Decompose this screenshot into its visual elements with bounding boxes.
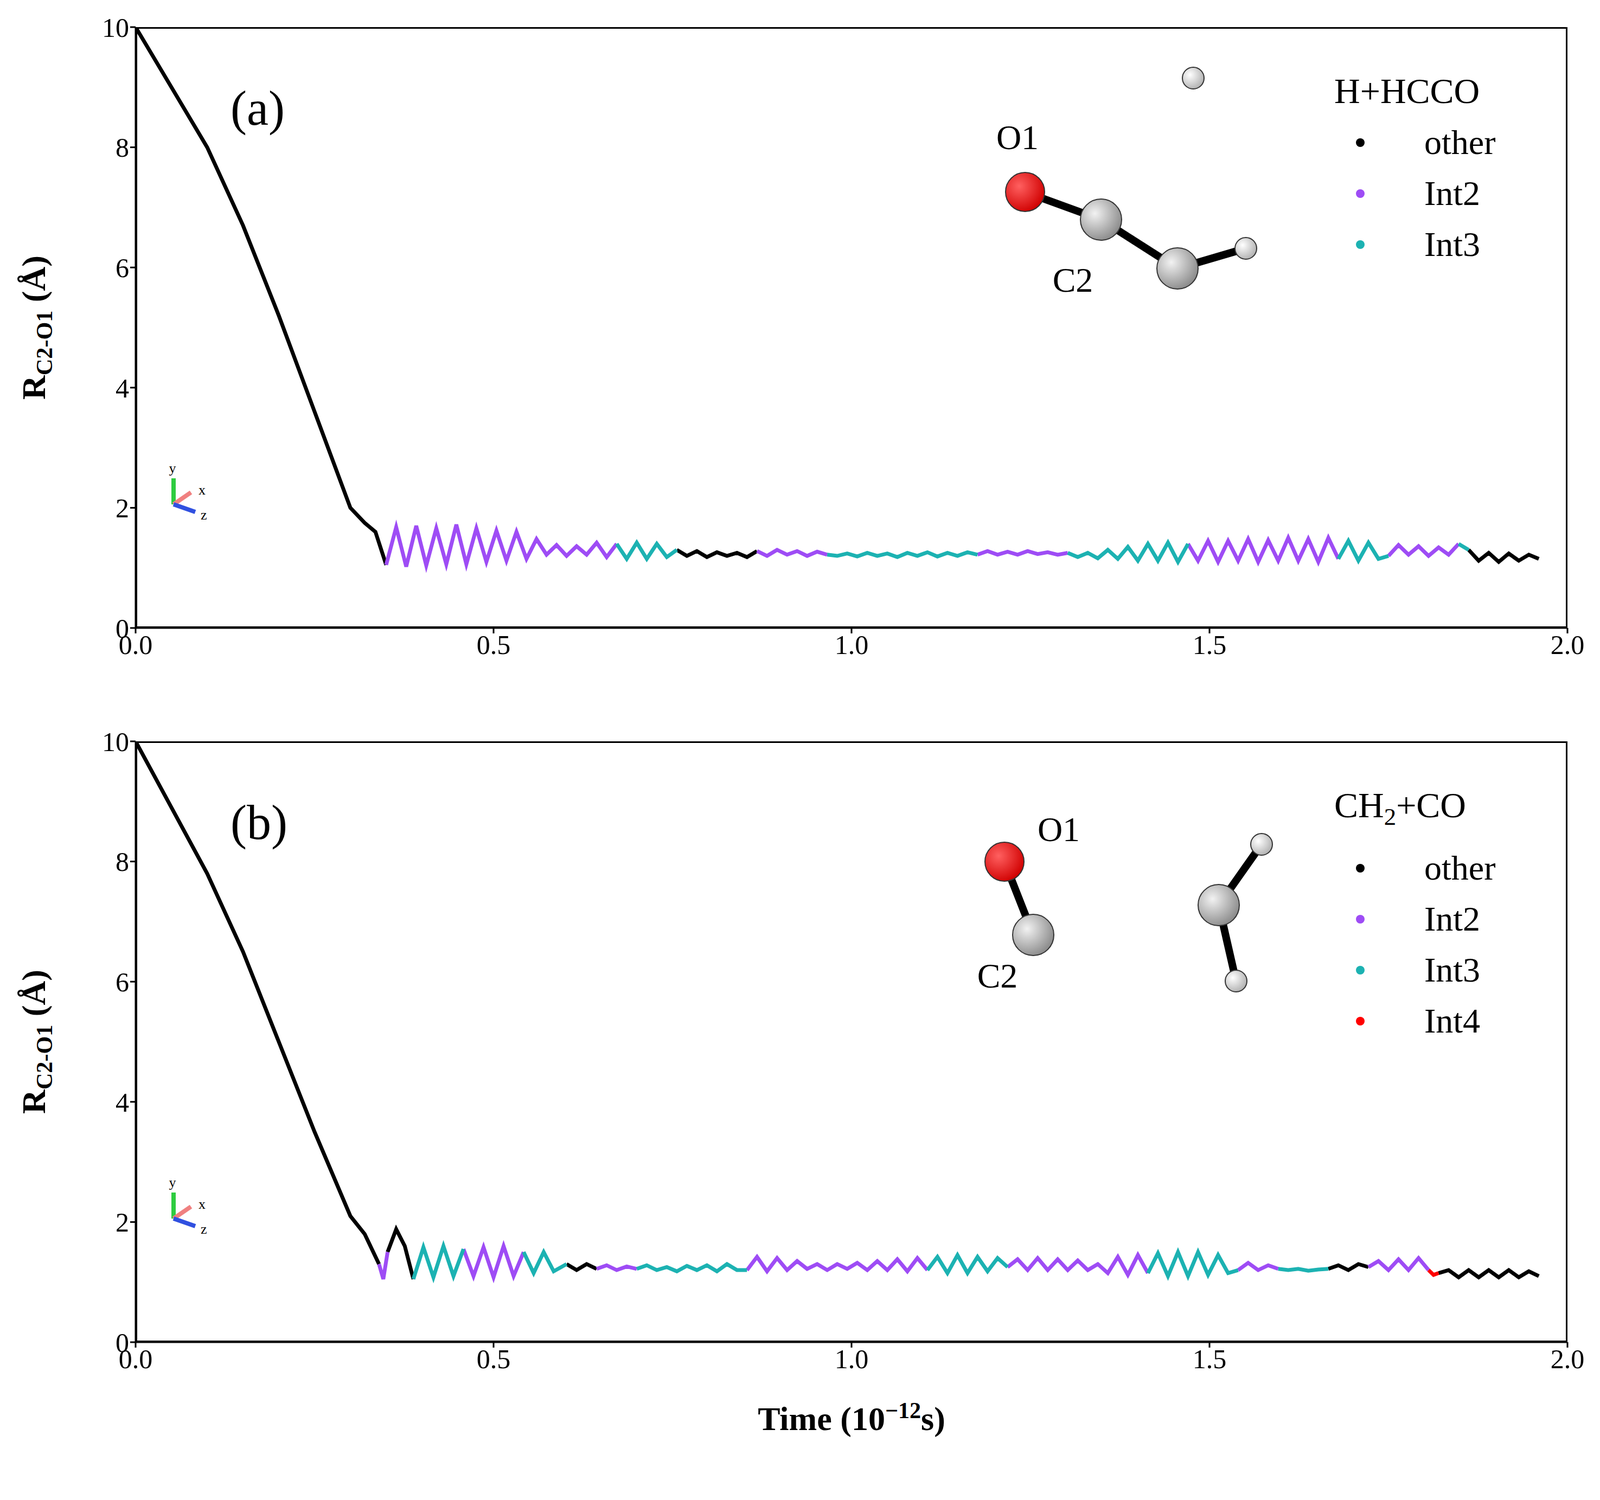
svg-text:6: 6 bbox=[115, 252, 130, 284]
html-text:C2-O1: C2-O1 bbox=[31, 1024, 58, 1090]
html-text:C2-O1: C2-O1 bbox=[31, 310, 58, 376]
html-text:R: R bbox=[15, 375, 52, 400]
svg-text:O1: O1 bbox=[1037, 810, 1080, 849]
html-text:Int3: Int3 bbox=[1424, 950, 1481, 990]
svg-text:0.5: 0.5 bbox=[476, 1344, 511, 1375]
svg-text:1.0: 1.0 bbox=[834, 1344, 869, 1375]
svg-text:y: y bbox=[169, 460, 177, 477]
html-text:H+HCCO: H+HCCO bbox=[1334, 71, 1480, 111]
svg-text:2: 2 bbox=[115, 1207, 130, 1238]
svg-text:y: y bbox=[169, 1174, 177, 1191]
html-text:(b): (b) bbox=[230, 795, 288, 850]
svg-text:10: 10 bbox=[101, 12, 130, 43]
svg-text:2.0: 2.0 bbox=[1550, 629, 1585, 661]
svg-text:0.5: 0.5 bbox=[476, 629, 511, 661]
html-text:Int4: Int4 bbox=[1424, 1001, 1481, 1041]
svg-text:8: 8 bbox=[115, 132, 130, 163]
svg-text:6: 6 bbox=[115, 967, 130, 998]
svg-text:C2: C2 bbox=[977, 956, 1019, 996]
html-text:(a): (a) bbox=[230, 81, 285, 136]
svg-text:x: x bbox=[198, 482, 206, 498]
svg-text:O1: O1 bbox=[996, 118, 1039, 157]
svg-text:z: z bbox=[200, 507, 208, 523]
svg-text:1.5: 1.5 bbox=[1192, 1344, 1227, 1375]
svg-text:4: 4 bbox=[115, 1087, 130, 1118]
svg-text:x: x bbox=[198, 1196, 206, 1213]
html-text:(Å): (Å) bbox=[15, 255, 52, 311]
svg-text:0: 0 bbox=[115, 1327, 130, 1359]
svg-text:z: z bbox=[200, 1221, 208, 1238]
svg-text:2.0: 2.0 bbox=[1550, 1344, 1585, 1375]
svg-text:C2: C2 bbox=[1052, 260, 1094, 300]
html-text:Int3: Int3 bbox=[1424, 225, 1481, 264]
svg-text:10: 10 bbox=[101, 726, 130, 758]
svg-text:0.0: 0.0 bbox=[118, 629, 153, 660]
svg-text:4: 4 bbox=[115, 373, 130, 404]
svg-text:0.0: 0.0 bbox=[118, 1343, 153, 1375]
html-text:other: other bbox=[1424, 123, 1496, 162]
svg-text:1.0: 1.0 bbox=[834, 629, 869, 661]
svg-text:8: 8 bbox=[115, 846, 130, 878]
html-text:Int2: Int2 bbox=[1424, 899, 1481, 939]
html-text:(Å): (Å) bbox=[15, 969, 52, 1025]
html-text:R: R bbox=[15, 1089, 52, 1114]
html-text:Int2: Int2 bbox=[1424, 174, 1481, 213]
svg-text:2: 2 bbox=[115, 493, 130, 524]
html-text:Time (10−12s): Time (10−12s) bbox=[757, 1397, 946, 1438]
svg-text:0: 0 bbox=[115, 613, 130, 644]
html-text:other: other bbox=[1424, 848, 1496, 888]
svg-text:1.5: 1.5 bbox=[1192, 629, 1227, 661]
html-text:CH2+CO: CH2+CO bbox=[1334, 785, 1467, 831]
